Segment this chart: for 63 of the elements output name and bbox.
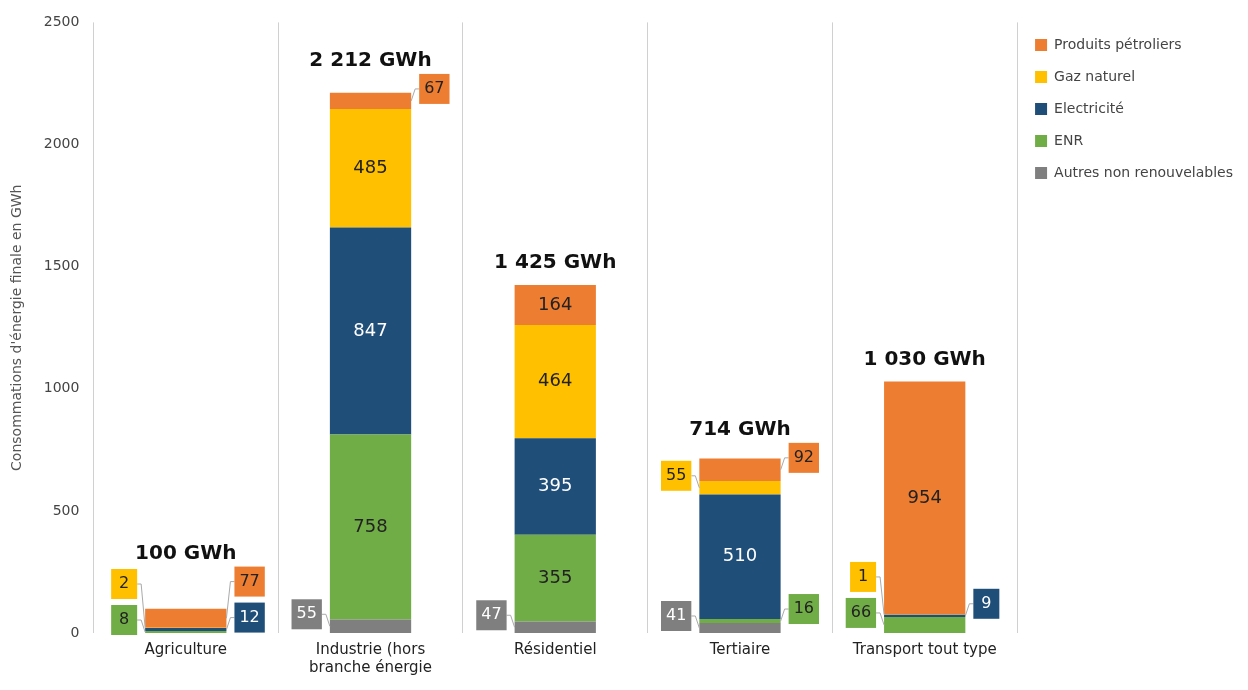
y-tick-label: 2500 bbox=[43, 13, 80, 30]
data-label: 8 bbox=[119, 609, 130, 629]
data-label: 92 bbox=[793, 447, 814, 466]
data-label: 164 bbox=[538, 292, 573, 314]
data-label: 66 bbox=[850, 602, 872, 622]
bar bbox=[514, 534, 596, 622]
legend-label: Produits pétroliers bbox=[1054, 35, 1182, 52]
data-label: 2 bbox=[119, 573, 130, 593]
bar bbox=[329, 434, 412, 620]
data-label: 55 bbox=[665, 464, 687, 484]
bar bbox=[329, 619, 412, 633]
data-label: 16 bbox=[793, 598, 814, 618]
data-label: 395 bbox=[538, 474, 573, 496]
x-tick-label: Agriculture bbox=[144, 639, 228, 658]
bar bbox=[699, 494, 781, 620]
data-label: 67 bbox=[424, 78, 445, 98]
data-label: 510 bbox=[722, 544, 758, 566]
data-label: 12 bbox=[239, 606, 260, 626]
data-label: 355 bbox=[538, 565, 573, 587]
bar bbox=[514, 325, 596, 439]
y-tick-label: 0 bbox=[70, 623, 80, 640]
total-label: 714 GWh bbox=[689, 416, 791, 441]
bar bbox=[699, 458, 781, 482]
total-label: 100 GWh bbox=[135, 539, 237, 564]
legend-label: Autres non renouvelables bbox=[1054, 163, 1234, 180]
bar bbox=[884, 381, 966, 615]
bar bbox=[329, 92, 412, 110]
data-label: 9 bbox=[981, 592, 992, 612]
total-label: 2 212 GWh bbox=[309, 47, 432, 72]
data-label: 847 bbox=[353, 318, 388, 340]
y-tick-label: 1000 bbox=[43, 379, 80, 396]
x-tick-label: Transport tout type bbox=[851, 639, 997, 658]
data-label: 758 bbox=[353, 514, 388, 536]
data-label: 954 bbox=[907, 485, 942, 507]
data-label: 47 bbox=[481, 604, 502, 624]
legend-label: ENR bbox=[1054, 131, 1084, 148]
data-label: 41 bbox=[665, 605, 687, 625]
data-label: 55 bbox=[296, 603, 317, 623]
y-tick-label: 1500 bbox=[43, 257, 80, 274]
bar bbox=[329, 109, 412, 228]
x-tick-label: Tertiaire bbox=[708, 639, 771, 658]
bar bbox=[514, 621, 596, 633]
bar bbox=[699, 619, 781, 623]
y-tick-label: 2000 bbox=[43, 135, 80, 152]
bar bbox=[699, 481, 781, 495]
total-label: 1 425 GWh bbox=[494, 249, 617, 274]
data-label: 464 bbox=[538, 369, 573, 391]
data-label: 77 bbox=[239, 570, 260, 590]
x-tick-label: Résidentiel bbox=[513, 639, 597, 658]
y-tick-label: 500 bbox=[52, 501, 80, 518]
legend-label: Gaz naturel bbox=[1054, 67, 1136, 84]
data-label: 1 bbox=[857, 566, 869, 586]
bar bbox=[884, 616, 966, 633]
bar bbox=[699, 622, 781, 633]
legend-label: Electricité bbox=[1054, 99, 1124, 116]
total-label: 1 030 GWh bbox=[863, 345, 986, 370]
bar bbox=[145, 608, 227, 628]
bar bbox=[514, 438, 596, 535]
y-axis-title: Consommations d'énergie finale en GWh bbox=[8, 184, 25, 471]
data-label: 485 bbox=[353, 156, 388, 178]
bar bbox=[329, 227, 412, 435]
x-tick-label: Industrie (hors branche énergie bbox=[309, 639, 432, 676]
bar bbox=[514, 284, 596, 326]
